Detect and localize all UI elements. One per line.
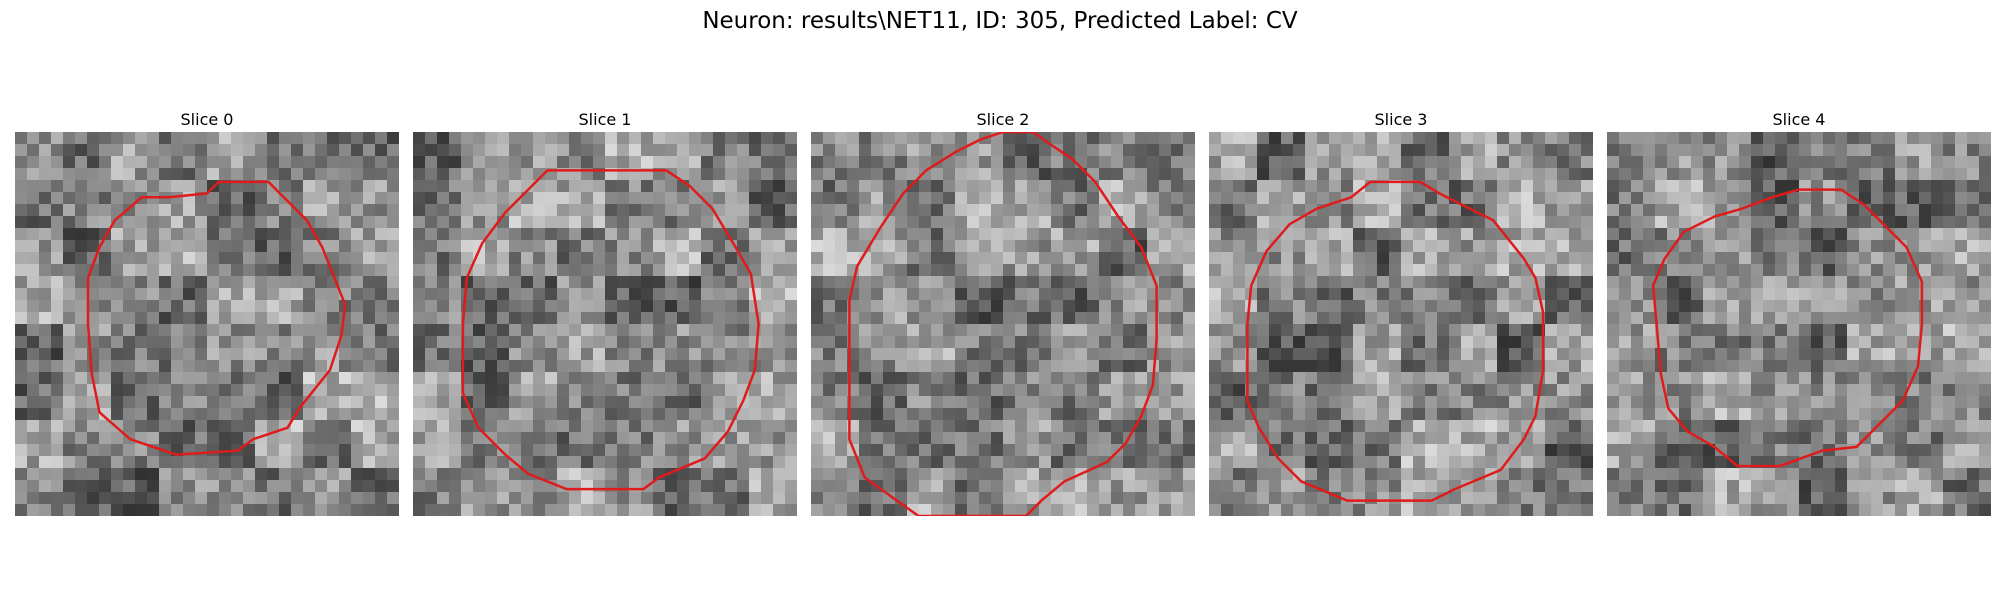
pixel-texture [15, 132, 399, 516]
slice-image [1209, 132, 1593, 516]
pixel-texture [1209, 132, 1593, 516]
slice-panel-4: Slice 4 [1607, 108, 1991, 516]
slice-title: Slice 4 [1607, 108, 1991, 132]
slice-image [1607, 132, 1991, 516]
slice-title: Slice 3 [1209, 108, 1593, 132]
slice-title: Slice 1 [413, 108, 797, 132]
slice-panel-3: Slice 3 [1209, 108, 1593, 516]
slice-image [811, 132, 1195, 516]
slice-panel-0: Slice 0 [15, 108, 399, 516]
slice-image [15, 132, 399, 516]
slice-title: Slice 2 [811, 108, 1195, 132]
slice-panel-1: Slice 1 [413, 108, 797, 516]
slice-title: Slice 0 [15, 108, 399, 132]
slice-panel-2: Slice 2 [811, 108, 1195, 516]
slice-image [413, 132, 797, 516]
pixel-texture [811, 132, 1195, 516]
pixel-texture [413, 132, 797, 516]
figure-title: Neuron: results\NET11, ID: 305, Predicte… [0, 8, 2000, 34]
